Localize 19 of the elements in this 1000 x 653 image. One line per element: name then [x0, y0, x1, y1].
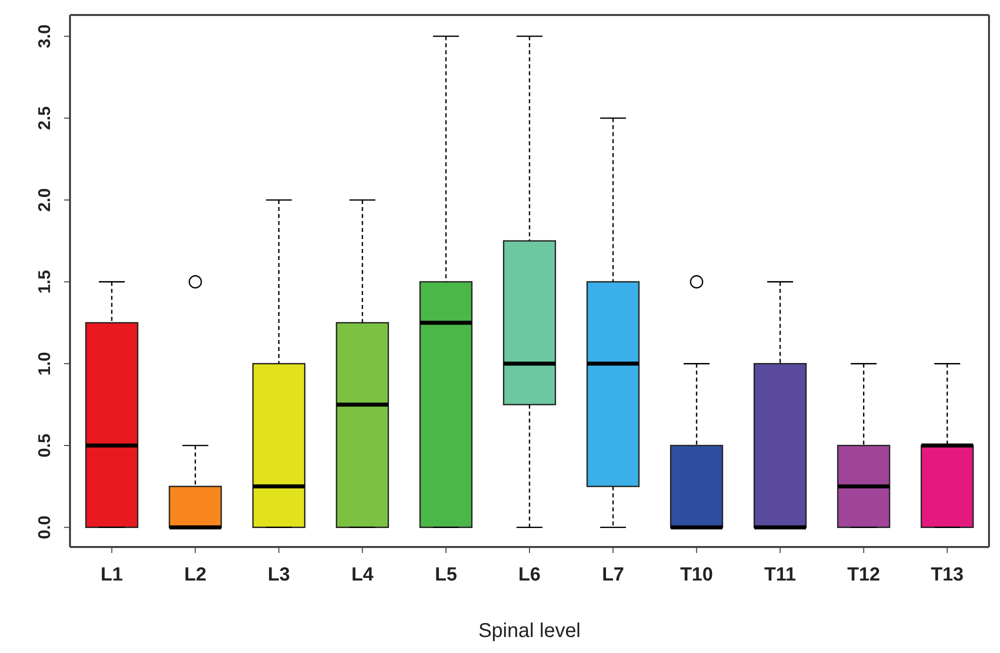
y-tick-label: 2.0 — [35, 188, 54, 212]
x-tick-label: L1 — [100, 564, 124, 586]
x-tick-label: T13 — [930, 564, 964, 586]
x-axis-title: Spinal level — [478, 620, 581, 642]
x-tick-label: T11 — [764, 564, 796, 586]
x-tick-label: L2 — [184, 564, 206, 586]
y-tick-label: 0.5 — [35, 434, 54, 458]
x-tick-label: T10 — [680, 564, 713, 586]
y-tick-label: 1.0 — [35, 352, 54, 376]
x-tick-label: L6 — [518, 564, 541, 586]
x-tick-label: L5 — [434, 564, 458, 586]
x-tick-label: L3 — [268, 564, 290, 586]
y-tick-label: 3.0 — [35, 24, 54, 48]
x-tick-label: L7 — [602, 564, 624, 586]
y-tick-label: 1.5 — [35, 270, 54, 294]
y-tick-label: 2.5 — [35, 106, 54, 130]
x-tick-label: L4 — [351, 564, 374, 586]
x-tick-label: T12 — [847, 564, 880, 586]
y-tick-label: 0.0 — [35, 516, 54, 540]
